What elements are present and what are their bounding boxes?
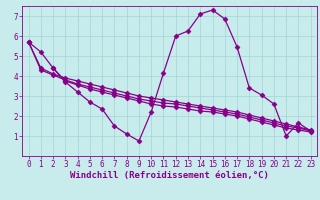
X-axis label: Windchill (Refroidissement éolien,°C): Windchill (Refroidissement éolien,°C) [70, 171, 269, 180]
